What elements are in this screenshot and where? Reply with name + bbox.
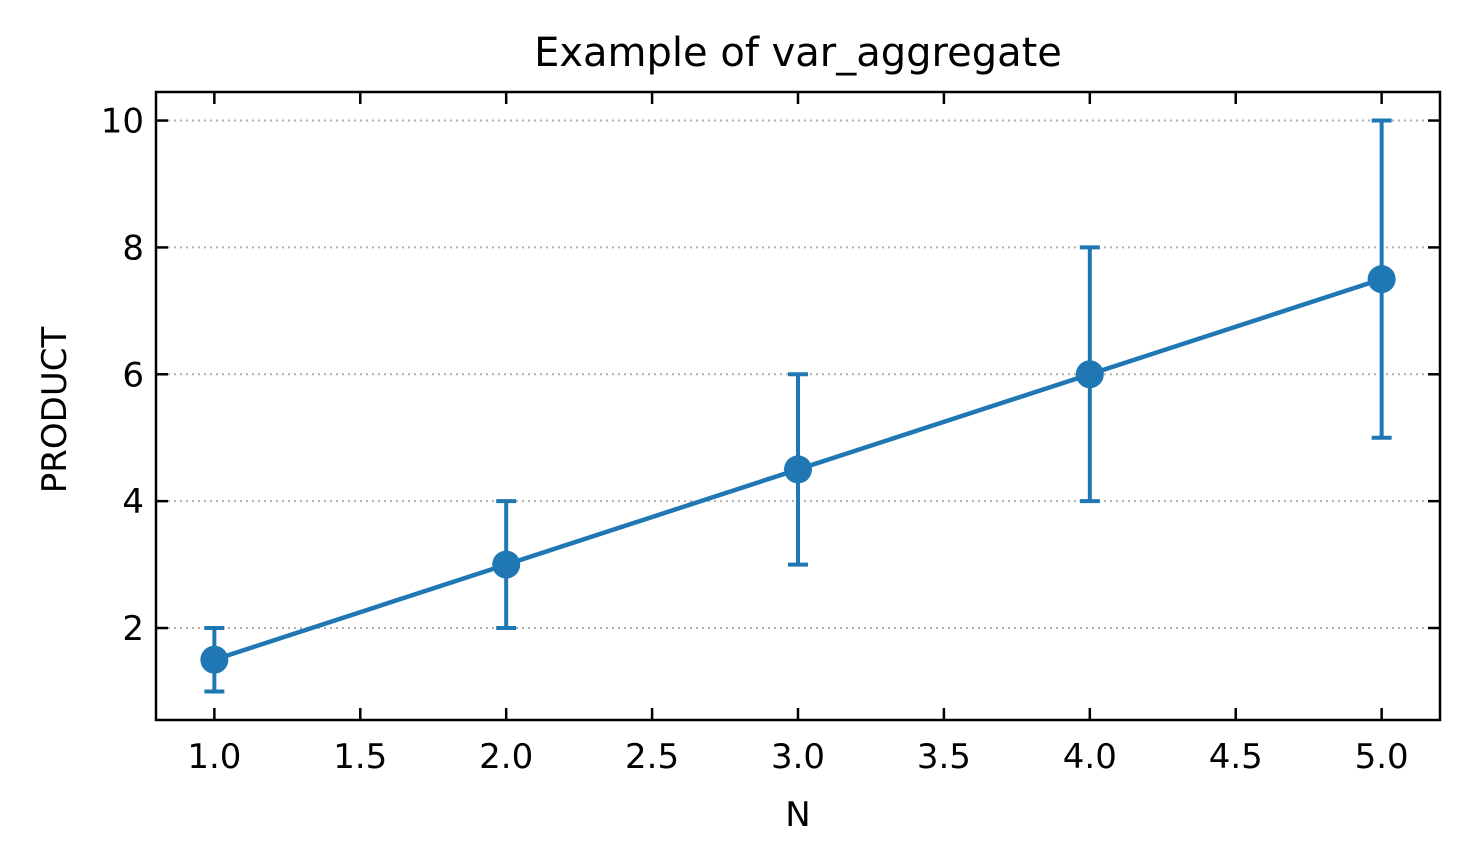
x-tick-label: 1.5: [333, 737, 387, 777]
y-tick-label: 10: [101, 102, 144, 142]
y-tick-label: 8: [122, 228, 144, 268]
x-tick-label: 4.5: [1209, 737, 1263, 777]
data-point: [200, 645, 229, 674]
x-tick-label: 5.0: [1355, 737, 1409, 777]
y-tick-label: 4: [122, 482, 144, 522]
data-layer: [200, 118, 1396, 694]
data-point: [784, 455, 812, 484]
y-axis-label: PRODUCT: [35, 327, 75, 494]
data-point: [1367, 265, 1396, 294]
x-tick-label: 4.0: [1063, 737, 1117, 777]
tick-layer: 1.0 1.5 2.0 2.5 3.0 3.5 4.0 4.5 5.0 2 4 6 8 10: [101, 92, 1440, 777]
y-tick-label: 6: [122, 355, 144, 395]
data-point: [1075, 360, 1104, 389]
x-tick-label: 3.5: [917, 737, 971, 777]
data-point: [492, 550, 521, 579]
chart-title: Example of var_aggregate: [534, 30, 1062, 76]
x-tick-label: 2.0: [479, 737, 533, 777]
x-tick-label: 1.0: [187, 737, 241, 777]
x-tick-label: 3.0: [771, 737, 825, 777]
x-tick-label: 2.5: [625, 737, 679, 777]
y-tick-label: 2: [122, 609, 144, 649]
x-axis-label: N: [785, 795, 810, 835]
